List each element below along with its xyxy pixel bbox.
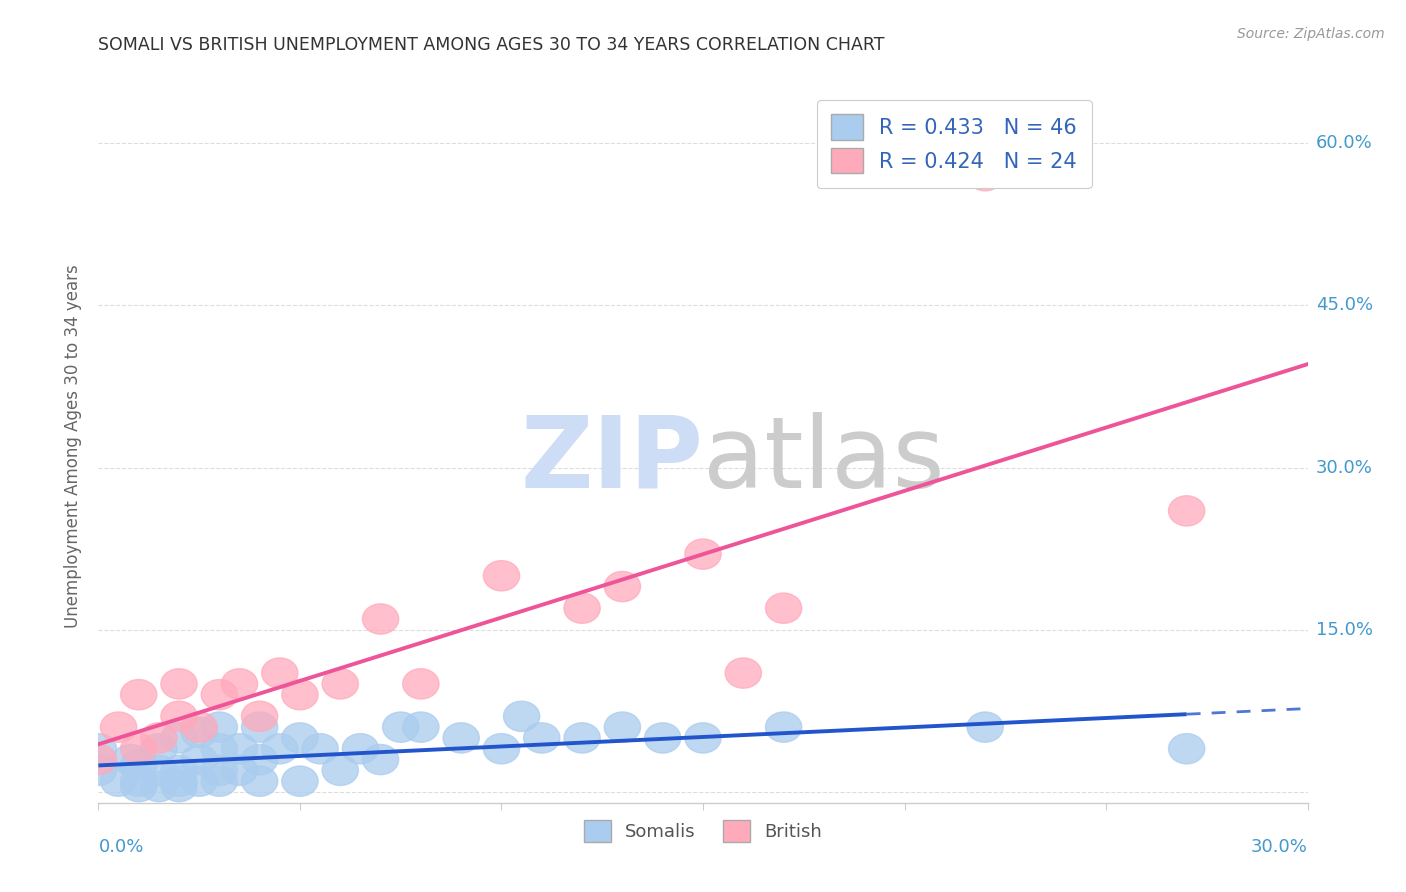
Text: ZIP: ZIP [520,412,703,508]
Text: Source: ZipAtlas.com: Source: ZipAtlas.com [1237,27,1385,41]
Text: 60.0%: 60.0% [1316,135,1372,153]
Text: 15.0%: 15.0% [1316,621,1372,639]
Y-axis label: Unemployment Among Ages 30 to 34 years: Unemployment Among Ages 30 to 34 years [65,264,83,628]
Text: SOMALI VS BRITISH UNEMPLOYMENT AMONG AGES 30 TO 34 YEARS CORRELATION CHART: SOMALI VS BRITISH UNEMPLOYMENT AMONG AGE… [98,36,884,54]
Text: atlas: atlas [703,412,945,508]
Text: 30.0%: 30.0% [1316,458,1372,476]
Legend: Somalis, British: Somalis, British [575,811,831,851]
Text: 0.0%: 0.0% [98,838,143,856]
Text: 30.0%: 30.0% [1251,838,1308,856]
Text: 45.0%: 45.0% [1316,296,1372,315]
